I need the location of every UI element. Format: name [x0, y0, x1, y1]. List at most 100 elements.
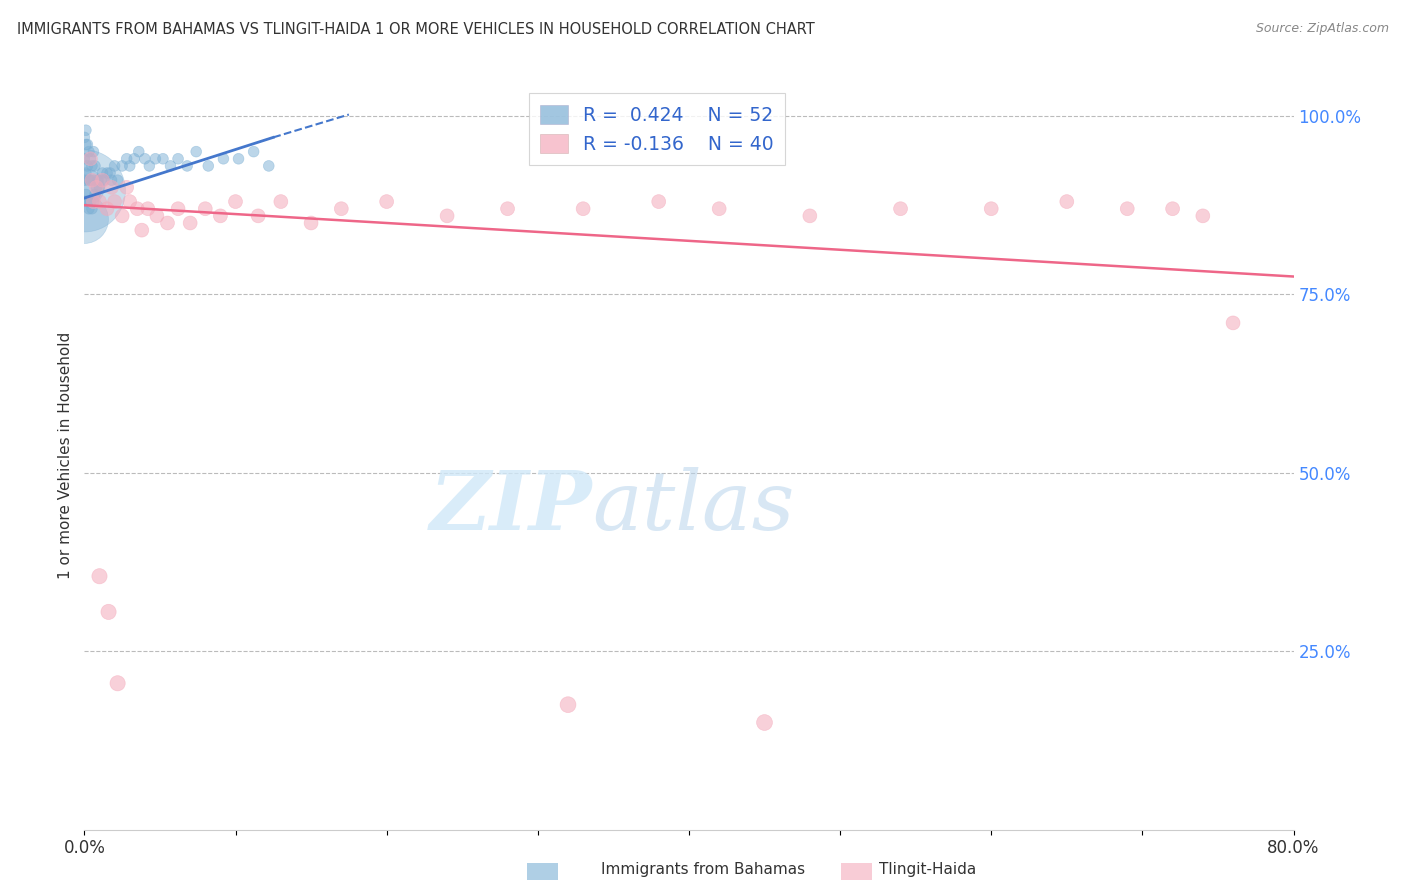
Point — [73, 152, 96, 166]
Point — [89, 180, 111, 194]
Point — [156, 216, 179, 230]
Point — [75, 137, 97, 152]
Point — [76, 137, 98, 152]
Point — [118, 159, 141, 173]
Point — [122, 152, 145, 166]
Point — [79, 152, 101, 166]
Point — [79, 173, 101, 187]
Point — [86, 180, 108, 194]
Point — [80, 173, 103, 187]
Point — [75, 166, 97, 180]
Point — [1192, 209, 1215, 223]
Point — [557, 698, 579, 712]
Point — [212, 152, 235, 166]
Point — [209, 209, 232, 223]
Text: Source: ZipAtlas.com: Source: ZipAtlas.com — [1256, 22, 1389, 36]
Point — [77, 145, 100, 159]
Point — [115, 152, 138, 166]
Point — [107, 676, 129, 690]
Point — [90, 173, 112, 187]
Point — [131, 223, 153, 237]
Point — [73, 212, 96, 227]
Point — [82, 194, 104, 209]
Point — [127, 202, 149, 216]
Point — [436, 209, 458, 223]
Point — [1116, 202, 1139, 216]
Point — [76, 194, 98, 209]
Text: Tlingit-Haida: Tlingit-Haida — [879, 863, 977, 877]
Point — [136, 202, 159, 216]
Point — [754, 715, 776, 730]
Point — [197, 159, 219, 173]
Point — [93, 173, 115, 187]
Point — [152, 152, 174, 166]
Point — [225, 194, 247, 209]
Point — [75, 123, 97, 137]
Point — [145, 152, 167, 166]
Point — [79, 194, 101, 209]
Point — [1222, 316, 1244, 330]
Point — [82, 173, 104, 187]
Point — [75, 180, 97, 194]
Point — [115, 180, 138, 194]
Point — [980, 202, 1002, 216]
Text: IMMIGRANTS FROM BAHAMAS VS TLINGIT-HAIDA 1 OR MORE VEHICLES IN HOUSEHOLD CORRELA: IMMIGRANTS FROM BAHAMAS VS TLINGIT-HAIDA… — [17, 22, 814, 37]
Point — [82, 194, 104, 209]
Point — [82, 145, 104, 159]
Text: ZIP: ZIP — [430, 467, 592, 548]
Point — [709, 202, 731, 216]
Point — [77, 202, 100, 216]
Point — [77, 173, 100, 187]
Point — [97, 605, 120, 619]
Point — [134, 152, 156, 166]
Point — [799, 209, 821, 223]
Point — [247, 209, 270, 223]
Point — [146, 209, 169, 223]
Legend: R =  0.424    N = 52, R = -0.136    N = 40: R = 0.424 N = 52, R = -0.136 N = 40 — [529, 94, 786, 165]
Point — [176, 159, 198, 173]
Point — [375, 194, 398, 209]
Point — [167, 152, 190, 166]
Point — [84, 187, 107, 202]
Point — [91, 173, 114, 187]
Point — [128, 145, 150, 159]
Point — [890, 202, 912, 216]
Point — [100, 180, 122, 194]
Point — [1161, 202, 1184, 216]
Y-axis label: 1 or more Vehicles in Household: 1 or more Vehicles in Household — [58, 331, 73, 579]
Point — [96, 202, 118, 216]
Point — [228, 152, 250, 166]
Point — [299, 216, 322, 230]
Text: Immigrants from Bahamas: Immigrants from Bahamas — [600, 863, 806, 877]
Point — [330, 202, 353, 216]
Point — [1056, 194, 1078, 209]
Point — [186, 145, 208, 159]
Point — [98, 166, 121, 180]
Point — [96, 166, 118, 180]
Point — [257, 159, 280, 173]
Point — [648, 194, 671, 209]
Point — [73, 173, 96, 187]
Point — [104, 194, 127, 209]
Point — [100, 173, 122, 187]
Point — [118, 194, 141, 209]
Point — [270, 194, 292, 209]
Point — [104, 159, 127, 173]
Point — [76, 159, 98, 173]
Point — [89, 194, 111, 209]
Text: atlas: atlas — [592, 467, 794, 548]
Point — [79, 152, 101, 166]
Point — [242, 145, 264, 159]
Point — [80, 202, 103, 216]
Point — [87, 173, 110, 187]
Point — [75, 187, 97, 202]
Point — [138, 159, 160, 173]
Point — [107, 173, 129, 187]
Point — [159, 159, 181, 173]
Point — [80, 159, 103, 173]
Point — [111, 209, 134, 223]
Point — [84, 159, 107, 173]
Point — [73, 184, 96, 198]
Point — [194, 202, 217, 216]
Point — [496, 202, 519, 216]
